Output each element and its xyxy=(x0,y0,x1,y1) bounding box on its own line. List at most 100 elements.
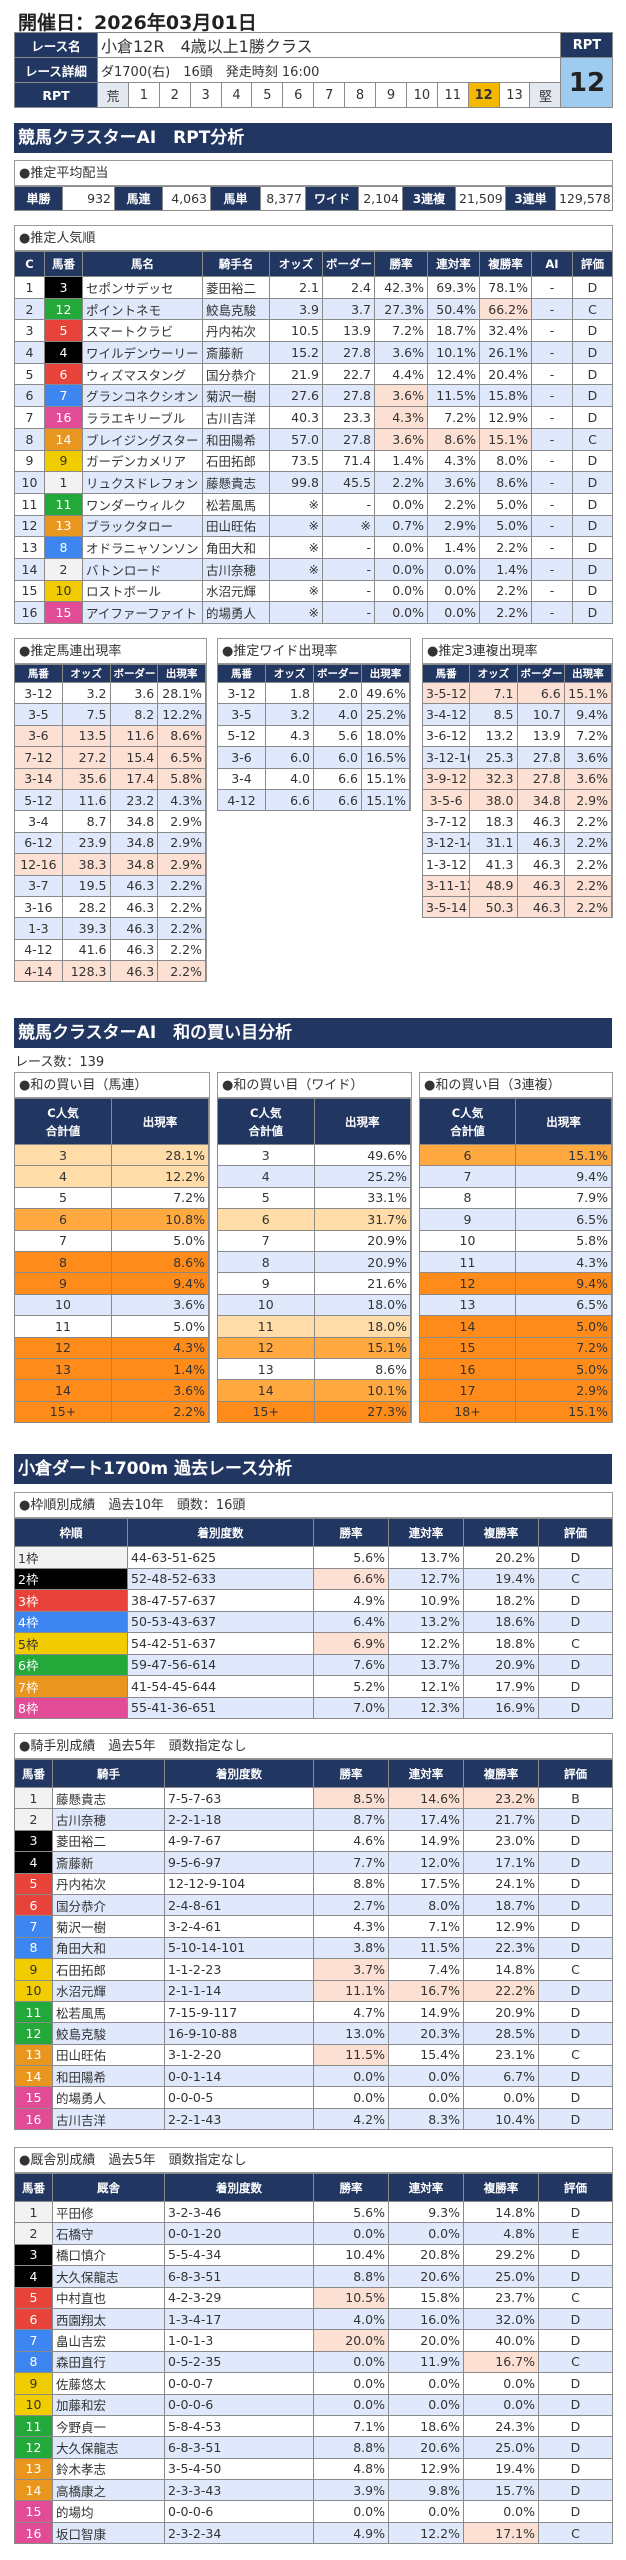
win-rate: 0.0% xyxy=(313,2065,389,2088)
grade: D xyxy=(538,1872,613,1895)
odds: 31.1 xyxy=(469,831,518,855)
jockey-name: 丹内祐次 xyxy=(52,1872,165,1895)
trainer-name: 橋口慎介 xyxy=(52,2243,165,2267)
column-header: 複勝率 xyxy=(463,1518,539,1547)
rate: 5.0% xyxy=(515,1357,612,1381)
waku: 5枠 xyxy=(14,1632,128,1655)
place3-rate: 0.0% xyxy=(463,2393,539,2416)
horse-number: 8 xyxy=(44,536,83,559)
grade: C xyxy=(538,2350,613,2374)
win-rate: 6.4% xyxy=(313,1610,389,1633)
table-row: 15 的場勇人 0-0-0-5 0.0% 0.0% 0.0% D xyxy=(14,2086,613,2109)
grade: D xyxy=(538,2457,613,2481)
border: 2.4 xyxy=(322,276,375,299)
popularity-sum: 9 xyxy=(217,1272,315,1295)
table-row: 12-16 38.3 34.8 2.9% xyxy=(14,853,206,876)
ai: - xyxy=(531,557,573,581)
win-rate: 0.0% xyxy=(374,536,428,559)
table-row: 11 今野貞一 5-8-4-53 7.1% 18.6% 24.3% D xyxy=(14,2414,613,2438)
place2-rate: 18.7% xyxy=(427,319,480,343)
border: 13.9 xyxy=(322,319,375,343)
trainer-name: 大久保龍志 xyxy=(52,2265,165,2288)
table-row: 16 15 アイファーファイト 的場勇人 ※ -0.0% 0.0% 2.2% - D xyxy=(14,601,613,624)
horse-name: ララエキリーブル xyxy=(82,406,203,429)
rate: 2.9% xyxy=(157,853,206,876)
record: 1-0-1-3 xyxy=(164,2329,314,2352)
table-row: 3 菱田裕二 4-9-7-67 4.6% 14.9% 23.0% D xyxy=(14,1829,613,1853)
rate: 6.5% xyxy=(515,1208,612,1231)
place3-rate: 28.5% xyxy=(463,2022,539,2045)
odds: 19.5 xyxy=(61,874,111,897)
odds: 39.3 xyxy=(61,917,111,940)
place3-rate: 8.0% xyxy=(479,449,532,473)
combination: 3-14 xyxy=(14,767,63,790)
table-row: 14 高橋康之 2-3-3-43 3.9% 9.8% 15.7% D xyxy=(14,2479,613,2502)
popularity-sum: 5 xyxy=(14,1186,112,1210)
table-row: 4枠 50-53-43-637 6.4% 13.2% 18.6% D xyxy=(14,1610,613,1633)
waku: 1枠 xyxy=(14,1546,128,1569)
rank: 9 xyxy=(14,449,45,473)
place3-rate: 4.8% xyxy=(463,2222,539,2245)
win-rate: 0.0% xyxy=(374,579,428,603)
place2-rate: 10.9% xyxy=(388,1589,464,1612)
record: 0-0-1-14 xyxy=(164,2065,314,2088)
popularity-sum: 17 xyxy=(419,1379,516,1402)
table-row: 1 平田修 3-2-3-46 5.6% 9.3% 14.8% D xyxy=(14,2200,613,2224)
horse-name: ワンダーウィルク xyxy=(82,492,203,516)
record: 59-47-56-614 xyxy=(127,1653,314,1676)
trainer-name: 中村直也 xyxy=(52,2286,165,2309)
trainer-name: 坂口智康 xyxy=(52,2521,165,2545)
record: 4-2-3-29 xyxy=(164,2286,314,2309)
record: 7-5-7-63 xyxy=(164,1786,314,1810)
place2-rate: 3.6% xyxy=(427,471,480,494)
column-header: 着別度数 xyxy=(127,1518,314,1547)
win-rate: 2.7% xyxy=(313,1893,389,1917)
payout-label: ワイド xyxy=(305,186,359,211)
rate: 4.3% xyxy=(157,788,206,812)
jockey-name: 藤懸貴志 xyxy=(202,471,270,494)
place2-rate: 20.3% xyxy=(388,2022,464,2045)
horse-name: リュクスドレフォン xyxy=(82,471,203,494)
odds: 6.6 xyxy=(265,788,314,812)
horse-number: 10 xyxy=(14,2393,53,2416)
place3-rate: 25.0% xyxy=(463,2265,539,2288)
table-row: 3 49.6% xyxy=(217,1143,411,1167)
rate: 20.9% xyxy=(313,1250,411,1274)
odds: 38.3 xyxy=(61,853,111,876)
trainer-name: 大久保龍志 xyxy=(52,2436,165,2459)
table-row: 10 1 リュクスドレフォン 藤懸貴志 99.8 45.5 2.2% 3.6% 8.6% - D xyxy=(14,471,613,494)
rate: 2.2% xyxy=(111,1400,209,1424)
horse-name: オドラニャソンソン xyxy=(82,536,203,559)
rpt-scale-cell: 6 xyxy=(282,82,315,108)
place3-rate: 8.6% xyxy=(479,471,532,494)
popularity-sum: 11 xyxy=(14,1315,112,1338)
place2-rate: 12.2% xyxy=(388,1632,464,1655)
rate: 2.2% xyxy=(563,895,613,919)
place3-rate: 22.2% xyxy=(463,1979,539,2002)
horse-number: 1 xyxy=(14,2200,53,2224)
border: 34.8 xyxy=(109,831,159,855)
grade: D xyxy=(572,276,613,299)
place3-rate: 17.1% xyxy=(463,2521,539,2545)
record: 12-12-9-104 xyxy=(164,1872,314,1895)
column-header: C人気 合計値 xyxy=(419,1098,516,1145)
table-row: 9 9.4% xyxy=(14,1272,209,1295)
rpt-scale-cell: 7 xyxy=(313,82,346,108)
rate: 2.2% xyxy=(157,895,206,919)
odds: 10.5 xyxy=(269,319,323,343)
win-rate: 5.6% xyxy=(313,2200,389,2224)
jockey-name: 水沼元輝 xyxy=(52,1979,165,2002)
rate: 2.2% xyxy=(563,831,613,855)
popularity-sum: 16 xyxy=(419,1357,516,1381)
popularity-sum: 18+ xyxy=(419,1400,516,1424)
column-header: オッズ xyxy=(265,664,314,683)
column-header: 着別度数 xyxy=(164,1759,314,1788)
column-header: 騎手名 xyxy=(202,251,270,277)
trainer-name: 平田修 xyxy=(52,2200,165,2224)
rate: 9.4% xyxy=(515,1165,612,1188)
column-header: 馬番 xyxy=(14,1759,53,1788)
place2-rate: 20.6% xyxy=(388,2265,464,2288)
rpt-scale-cell: 5 xyxy=(251,82,284,108)
table-row: 9 9 ガーデンカメリア 石田拓郎 73.5 71.4 1.4% 4.3% 8.0% - D xyxy=(14,449,613,473)
jockey-name: 的場勇人 xyxy=(202,601,270,624)
